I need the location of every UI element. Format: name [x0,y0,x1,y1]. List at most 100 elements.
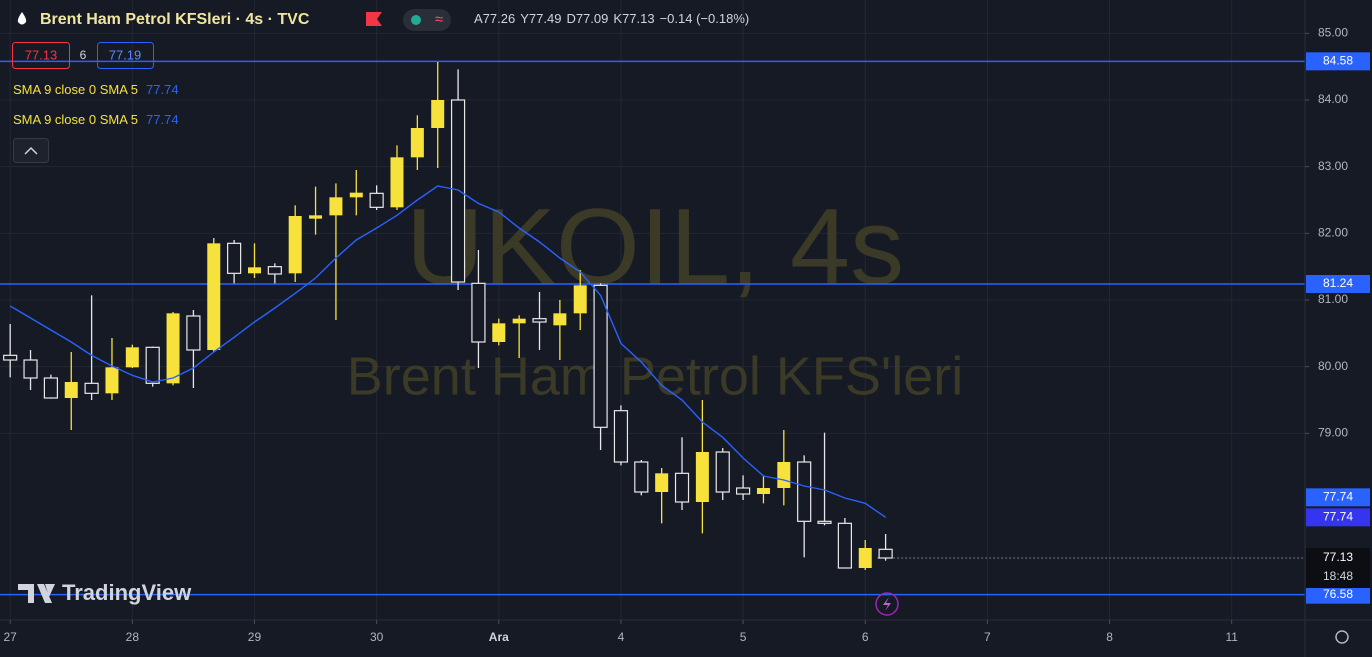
indicator-name: SMA 9 close 0 SMA 5 [13,82,138,97]
candle-body [105,367,119,394]
candle-body [349,192,363,198]
status-dot [411,15,421,25]
last-price-badge [1306,548,1370,588]
x-tick-label: 8 [1106,630,1113,644]
ohlc-value: 77.09 [576,11,609,26]
event-icon[interactable] [875,592,899,616]
price-badge [1306,275,1370,293]
ohlc-label: K [613,11,622,26]
indicator-label: SMA 9 close 0 SMA 5 77.74 [13,112,179,127]
y-tick-label: 83.00 [1318,159,1348,173]
x-tick-label: 7 [984,630,991,644]
candle-body [593,284,608,428]
candle-body [247,267,261,274]
ohlc-label: Y [520,11,529,26]
header-title[interactable]: Brent Ham Petrol KFSleri · 4s · TVC [40,11,310,28]
candle-body [64,382,78,398]
candle-body [369,192,384,208]
candle-body [858,548,872,568]
candle-body [145,346,160,384]
x-tick-label: 6 [862,630,869,644]
price-badge-label: 76.58 [1323,587,1353,601]
candle-body [471,282,486,343]
candle-body [878,548,893,559]
watermark-name: Brent Ham Petrol KFS'leri [347,346,964,406]
y-tick-label: 85.00 [1318,26,1348,40]
candle-body [756,488,770,494]
settings-icon[interactable] [1335,630,1349,644]
candle-body [573,285,587,314]
candle-body [695,452,709,502]
ohlc-label: A [474,11,483,26]
y-tick-label: 80.00 [1318,359,1348,373]
collapse-button[interactable] [13,138,49,163]
ohlc-value: 77.49 [529,11,562,26]
axes: 79.00 80.00 81.00 82.00 83.00 84.00 85.00 27 28 2… [3,26,1370,644]
price-badge-label: 84.58 [1323,54,1353,68]
status-pill[interactable] [403,9,451,31]
indicator-value: 77.74 [146,112,179,127]
collapse-icon [24,146,38,155]
candle-body [23,359,38,379]
candle-body [207,243,221,350]
sma-line [9,185,887,518]
candle-body [43,377,58,399]
candle-body [512,318,526,324]
countdown: 18:48 [1323,569,1353,583]
spread: 6 [80,48,87,62]
flag-icon[interactable] [366,12,382,26]
candle-body [837,522,852,569]
y-tick-label: 79.00 [1318,426,1348,440]
candle-body [410,128,424,158]
candle-body [634,461,649,493]
candle-body [450,99,466,283]
last-price-label: 77.13 [1323,550,1353,564]
price-badge-label: 81.24 [1323,276,1353,290]
candle-body [817,520,832,524]
watermark: UKOIL, 4s Brent Ham Petrol KFS'leri [347,186,964,407]
indicator-label: SMA 9 close 0 SMA 5 77.74 [13,82,179,97]
candle-body [492,323,506,342]
candle-body [715,451,730,493]
candle-body [166,313,180,384]
ohlc-value: 77.26 [483,11,516,26]
y-tick-label: 84.00 [1318,92,1348,106]
indicator-badge-label: 77.74 [1323,510,1353,524]
x-tick-label: 11 [1225,630,1238,644]
indicator-badge [1306,508,1370,527]
plot [0,60,1305,596]
y-tick-label: 82.00 [1318,226,1348,240]
brand-logo [18,584,55,603]
symbol-icon [17,12,27,25]
price-badge [1306,585,1370,604]
candle-body [309,215,323,219]
candle-body [777,462,791,488]
event-bolt [883,597,891,611]
candle-body [613,410,629,463]
candle-body [329,197,343,216]
candle-body [390,157,404,208]
brand-name[interactable]: TradingView [62,580,192,605]
x-tick-label: 29 [248,630,262,644]
buy-button[interactable] [97,42,154,69]
sell-button[interactable] [12,42,70,69]
candle-body [735,487,751,495]
ohlc-label: D [566,11,575,26]
x-tick-label: 27 [3,630,17,644]
watermark-symbol: UKOIL, 4s [406,186,904,307]
y-tick-label: 81.00 [1318,292,1348,306]
candle-body [288,216,302,274]
buy-price: 77.19 [109,47,142,62]
indicator-value: 77.74 [146,82,179,97]
candle-body [227,242,242,274]
status-icon: ≈ [435,11,443,28]
candle-body [186,315,201,351]
price-badge [1306,52,1370,71]
indicator-badge-label: 77.74 [1323,490,1353,504]
sell-price: 77.13 [25,47,58,62]
x-tick-label: 28 [126,630,140,644]
x-tick-label: 5 [740,630,747,644]
ohlc-legend: A77.26 Y77.49 D77.09 K77.13 −0.14 (−0.18%) [474,11,749,26]
